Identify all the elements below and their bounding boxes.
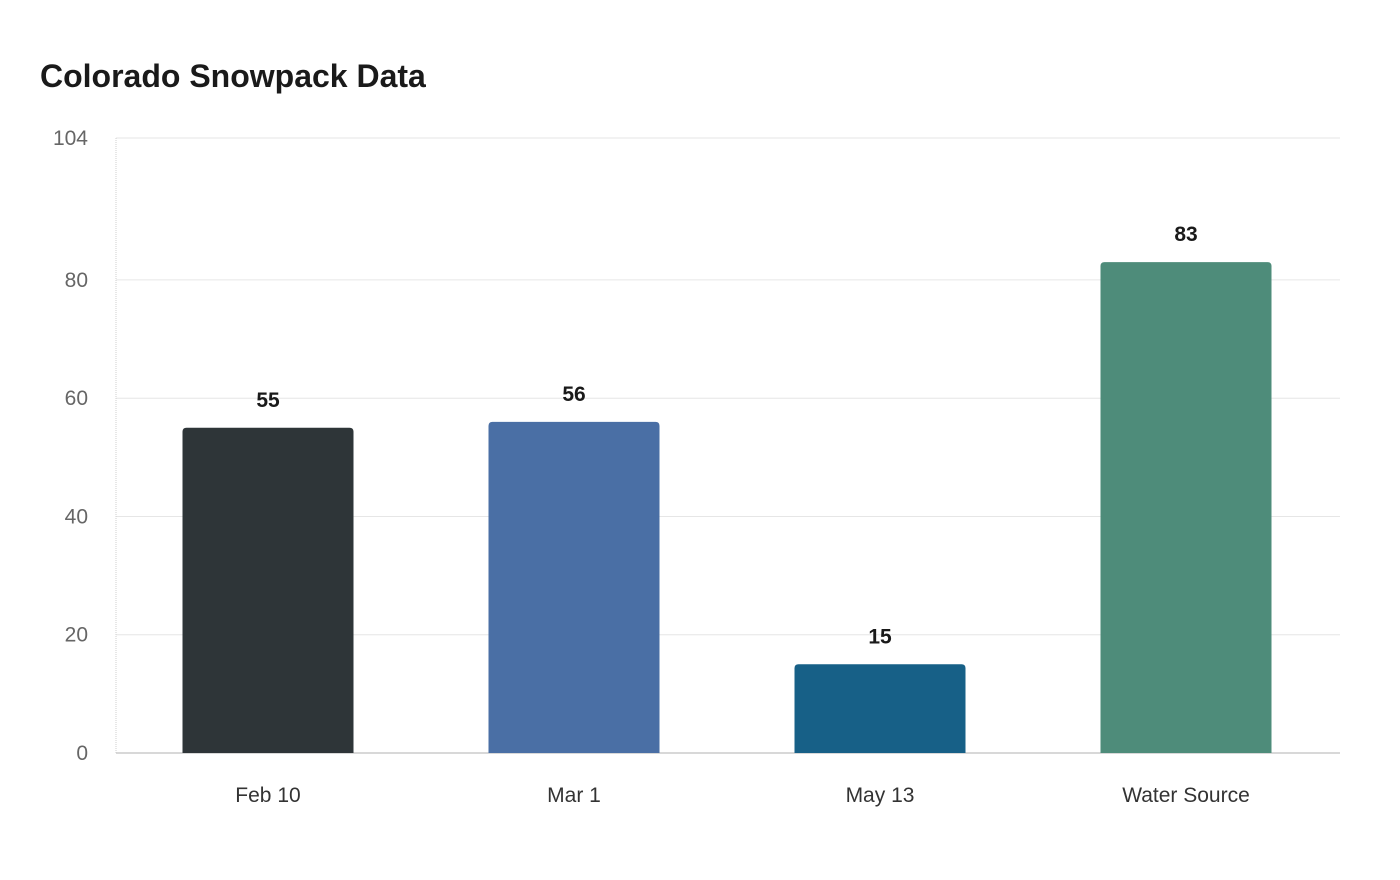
y-tick-label: 80 (65, 269, 88, 292)
bars (182, 262, 1272, 753)
labels: 0 20 40 60 80 104 55 Feb 10 56 Mar 1 15 May 13 83 Wat… (53, 127, 1250, 807)
x-tick-label: Feb 10 (235, 784, 300, 807)
y-tick-label: 40 (65, 505, 88, 528)
x-tick-label: May 13 (846, 784, 915, 807)
data-label: 56 (562, 383, 585, 406)
y-tick-label: 20 (65, 624, 88, 647)
y-tick-label: 60 (65, 387, 88, 410)
data-label: 83 (1174, 223, 1197, 246)
bar-mar-1 (488, 421, 660, 753)
data-label: 55 (256, 389, 280, 412)
bar-water-source (1100, 262, 1272, 753)
x-tick-label: Mar 1 (547, 784, 601, 807)
y-tick-label: 0 (76, 742, 88, 765)
data-label: 15 (868, 625, 892, 648)
x-tick-label: Water Source (1122, 784, 1250, 807)
chart-title: Colorado Snowpack Data (40, 58, 426, 94)
bar-may-13 (794, 664, 966, 753)
bar-feb-10 (182, 427, 354, 753)
y-tick-label: 104 (53, 127, 88, 150)
